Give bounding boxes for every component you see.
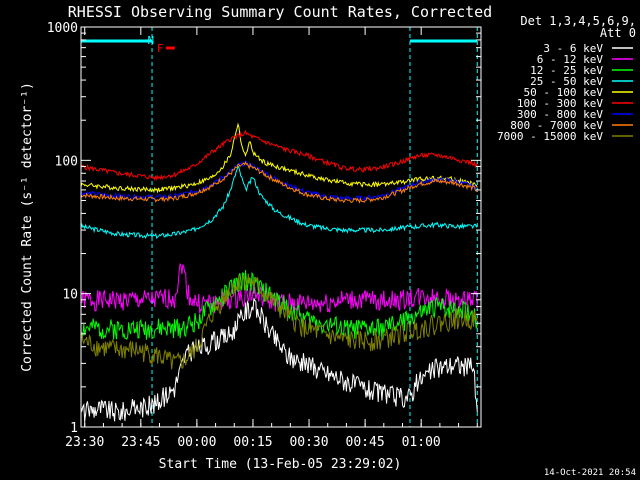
legend-label-4: 50 - 100 keV xyxy=(524,86,604,99)
series-line-3 xyxy=(80,163,478,240)
y-tick-label-3: 1000 xyxy=(47,21,78,36)
chart-title: RHESSI Observing Summary Count Rates, Co… xyxy=(68,3,492,21)
series-line-2 xyxy=(80,270,478,340)
legend-label-0: 3 - 6 keV xyxy=(543,42,603,55)
y-axis: 1 10 100 1000 xyxy=(47,21,481,436)
timestamp: 14-Oct-2021 20:54 xyxy=(544,468,636,478)
legend-label-2: 12 - 25 keV xyxy=(530,64,603,77)
plot-frame xyxy=(80,26,482,428)
legend-label-3: 25 - 50 keV xyxy=(530,75,603,88)
flag-label-0: N xyxy=(148,34,155,47)
y-axis-title: Corrected Count Rate (s⁻¹ detector⁻¹) xyxy=(20,82,35,372)
x-tick-label-1: 23:45 xyxy=(121,435,160,450)
y-tick-label-0: 1 xyxy=(70,421,78,436)
y-tick-label-2: 100 xyxy=(55,154,78,169)
x-tick-label-2: 00:00 xyxy=(177,435,216,450)
series-line-5 xyxy=(80,129,478,182)
flag-label-1: F xyxy=(157,42,164,55)
series-line-0 xyxy=(80,298,478,422)
legend-header-line-2: Att 0 xyxy=(600,26,636,40)
legend-label-6: 300 - 800 keV xyxy=(517,108,603,121)
x-tick-label-4: 00:30 xyxy=(289,435,328,450)
legend-label-7: 800 - 7000 keV xyxy=(510,119,603,132)
series-line-7 xyxy=(80,161,478,204)
legend-label-8: 7000 - 15000 keV xyxy=(497,130,603,143)
x-axis: 23:30 23:45 00:00 00:15 00:30 00:45 01:00 xyxy=(65,27,478,450)
flag-markers: NF xyxy=(148,34,175,55)
series-line-4 xyxy=(80,122,478,194)
x-tick-label-5: 00:45 xyxy=(346,435,385,450)
x-tick-label-6: 01:00 xyxy=(402,435,441,450)
x-tick-label-3: 00:15 xyxy=(233,435,272,450)
y-tick-label-1: 10 xyxy=(62,288,78,303)
series-lines xyxy=(80,122,478,422)
legend-header-line-1: Det 1,3,4,5,6,9, xyxy=(520,14,636,28)
x-tick-label-0: 23:30 xyxy=(65,435,104,450)
x-axis-title: Start Time (13-Feb-05 23:29:02) xyxy=(159,457,402,472)
legend-label-1: 6 - 12 keV xyxy=(537,53,604,66)
series-line-8 xyxy=(80,273,478,370)
legend-label-5: 100 - 300 keV xyxy=(517,97,603,110)
